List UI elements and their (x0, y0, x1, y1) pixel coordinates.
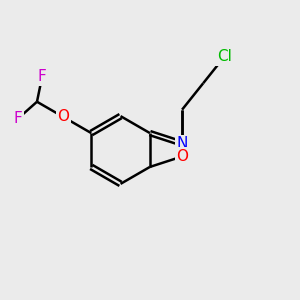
Text: N: N (176, 136, 188, 151)
Text: O: O (57, 110, 69, 124)
Text: O: O (176, 149, 188, 164)
Text: F: F (38, 69, 46, 84)
Text: F: F (14, 111, 22, 126)
Text: Cl: Cl (217, 49, 232, 64)
